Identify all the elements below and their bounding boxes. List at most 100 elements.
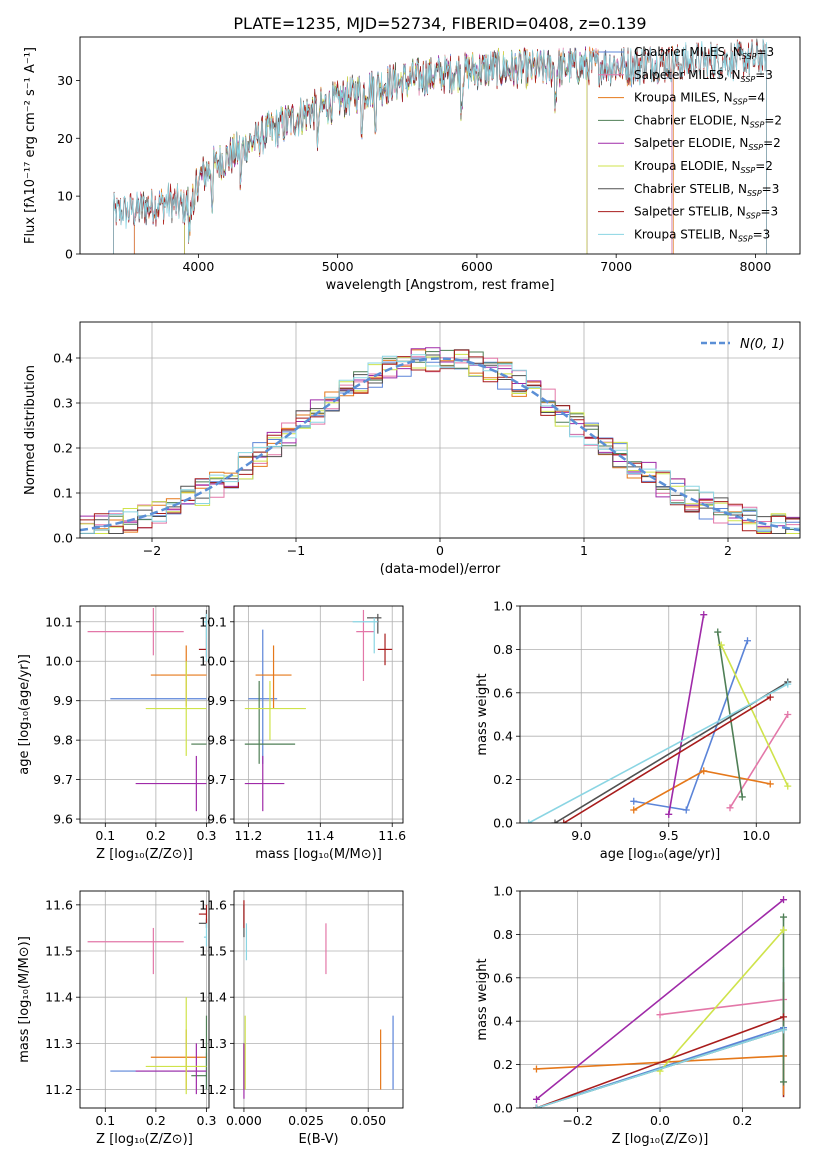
residuals-panel: −2 −1 0 1 2 0.0 0.1 0.2 0.3 0.4 (data-model)/error… bbox=[23, 321, 801, 577]
y-tick-label: 0.4 bbox=[493, 1014, 513, 1029]
axes-frame bbox=[79, 890, 210, 1109]
mass-weight-marker bbox=[780, 913, 788, 921]
y-tick-label: 9.7 bbox=[207, 772, 227, 787]
y-tick-label: 10 bbox=[57, 189, 73, 204]
y-axis-label: mass weight bbox=[475, 673, 490, 755]
x-tick-label: 5000 bbox=[322, 259, 354, 274]
x-tick-label: 0.3 bbox=[197, 828, 217, 843]
x-axis-label: Z [log₁₀(Z/Z⊙)] bbox=[96, 847, 193, 862]
y-tick-label: 11.2 bbox=[45, 1082, 73, 1097]
y-tick-label: 9.9 bbox=[207, 693, 227, 708]
mass-weight-marker bbox=[560, 819, 568, 823]
x-axis-label: (data-model)/error bbox=[380, 562, 501, 577]
x-tick-label: 7000 bbox=[600, 259, 632, 274]
residual-histogram bbox=[80, 349, 800, 534]
mass-weight-marker bbox=[532, 1065, 540, 1073]
plot-area bbox=[243, 900, 394, 1099]
legend-label: Salpeter ELODIE, NSSP=2 bbox=[634, 136, 781, 152]
mass-weight-marker bbox=[780, 1026, 788, 1034]
mass-weight-marker bbox=[784, 680, 792, 688]
y-tick-label: 9.6 bbox=[207, 812, 227, 827]
mass-weight-marker bbox=[766, 780, 774, 788]
legend-label: Chabrier MILES, NSSP=3 bbox=[634, 45, 774, 61]
mass-weight-line bbox=[528, 683, 789, 823]
y-tick-label: 0.4 bbox=[53, 351, 73, 366]
y-tick-label: 9.8 bbox=[207, 733, 227, 748]
x-tick-label: 11.4 bbox=[306, 828, 334, 843]
y-tick-label: 0.8 bbox=[493, 642, 513, 657]
x-tick-label: 2 bbox=[724, 543, 732, 558]
residual-histogram bbox=[80, 354, 800, 534]
mass-weight-marker bbox=[630, 806, 638, 814]
spectrum-line bbox=[133, 45, 674, 254]
x-tick-label: 0.3 bbox=[197, 1113, 217, 1128]
mass-weight-marker bbox=[784, 782, 792, 790]
y-tick-label: 9.8 bbox=[53, 733, 73, 748]
residuals-legend: N(0, 1) bbox=[701, 337, 785, 352]
legend-label: Kroupa MILES, NSSP=4 bbox=[634, 91, 765, 107]
mass_vs_Z-panel: 0.1 0.2 0.3 11.2 11.3 11.4 11.5 11.6 Z [log₁₀(Z/… bbox=[17, 890, 217, 1147]
y-tick-label: 11.6 bbox=[45, 897, 73, 912]
y-tick-label: 20 bbox=[57, 131, 73, 146]
x-tick-label: 0.2 bbox=[732, 1113, 752, 1128]
legend-label: Salpeter STELIB, NSSP=3 bbox=[634, 205, 778, 221]
mass-weight-line bbox=[535, 899, 785, 1100]
plot-area bbox=[525, 611, 792, 823]
spectrum-panel: 4000 5000 6000 7000 8000 0 10 20 30 wavelength [A… bbox=[23, 36, 801, 293]
y-tick-label: 11.2 bbox=[199, 1082, 227, 1097]
mass-weight-marker bbox=[714, 628, 722, 636]
x-axis-label: age [log₁₀(age/yr)] bbox=[600, 847, 721, 862]
mass-weight-marker bbox=[738, 793, 746, 801]
x-tick-label: 0 bbox=[436, 543, 444, 558]
x-tick-label: −1 bbox=[287, 543, 305, 558]
legend-label: N(0, 1) bbox=[740, 337, 785, 352]
age_vs_Z-panel: 0.1 0.2 0.3 9.6 9.7 9.8 9.9 10.0 10.1 Z [log₁₀(Z/… bbox=[17, 605, 217, 862]
y-tick-label: 11.3 bbox=[199, 1036, 227, 1051]
age_vs_mass-panel: 11.2 11.4 11.6 9.6 9.7 9.8 9.9 10.0 10.1 mass [lo… bbox=[199, 605, 406, 862]
y-tick-label: 10.0 bbox=[45, 654, 73, 669]
y-tick-label: 10.0 bbox=[199, 654, 227, 669]
y-tick-label: 0.0 bbox=[53, 531, 73, 546]
mass-weight-line bbox=[563, 696, 771, 823]
mass-weight-line bbox=[668, 614, 705, 815]
y-tick-label: 11.5 bbox=[199, 944, 227, 959]
x-tick-label: 0.050 bbox=[350, 1113, 386, 1128]
axes-frame bbox=[519, 605, 801, 824]
legend-label: Chabrier STELIB, NSSP=3 bbox=[634, 182, 779, 198]
y-tick-label: 30 bbox=[57, 73, 73, 88]
y-axis-label: age [log₁₀(age/yr)] bbox=[17, 654, 32, 775]
y-tick-label: 1.0 bbox=[493, 599, 513, 614]
mass-weight-marker bbox=[780, 1078, 788, 1086]
y-tick-label: 0 bbox=[65, 247, 73, 262]
x-tick-label: 11.6 bbox=[378, 828, 406, 843]
x-axis-label: Z [log₁₀(Z/Z⊙)] bbox=[612, 1132, 709, 1147]
x-axis-label: mass [log₁₀(M/M⊙)] bbox=[255, 847, 382, 862]
y-tick-label: 11.6 bbox=[199, 897, 227, 912]
mass-weight-marker bbox=[630, 797, 638, 805]
x-tick-label: 0.1 bbox=[95, 1113, 115, 1128]
y-tick-label: 0.2 bbox=[493, 1057, 513, 1072]
x-tick-label: 0.2 bbox=[146, 1113, 166, 1128]
plot-area bbox=[87, 607, 208, 812]
y-tick-label: 10.1 bbox=[45, 614, 73, 629]
x-tick-label: 4000 bbox=[182, 259, 214, 274]
mass-weight-marker bbox=[726, 804, 734, 812]
y-tick-label: 10.1 bbox=[199, 614, 227, 629]
y-tick-label: 9.7 bbox=[53, 772, 73, 787]
y-tick-label: 0.2 bbox=[53, 441, 73, 456]
mass-weight-marker bbox=[780, 926, 788, 934]
axes-frame bbox=[233, 890, 404, 1109]
mass-weight-marker bbox=[744, 637, 751, 645]
plot-area bbox=[113, 38, 767, 254]
mass-weight-marker bbox=[700, 767, 708, 775]
y-axis-label: mass [log₁₀(M/M⊙)] bbox=[17, 936, 32, 1063]
spectrum-line bbox=[113, 38, 767, 254]
legend-label: Chabrier ELODIE, NSSP=2 bbox=[634, 113, 782, 129]
axes-frame bbox=[233, 605, 404, 824]
y-tick-label: 0.4 bbox=[493, 729, 513, 744]
figure-title: PLATE=1235, MJD=52734, FIBERID=0408, z=0… bbox=[233, 14, 646, 33]
y-tick-label: 11.3 bbox=[45, 1036, 73, 1051]
y-tick-label: 9.6 bbox=[53, 812, 73, 827]
gaussian-curve bbox=[80, 357, 800, 532]
